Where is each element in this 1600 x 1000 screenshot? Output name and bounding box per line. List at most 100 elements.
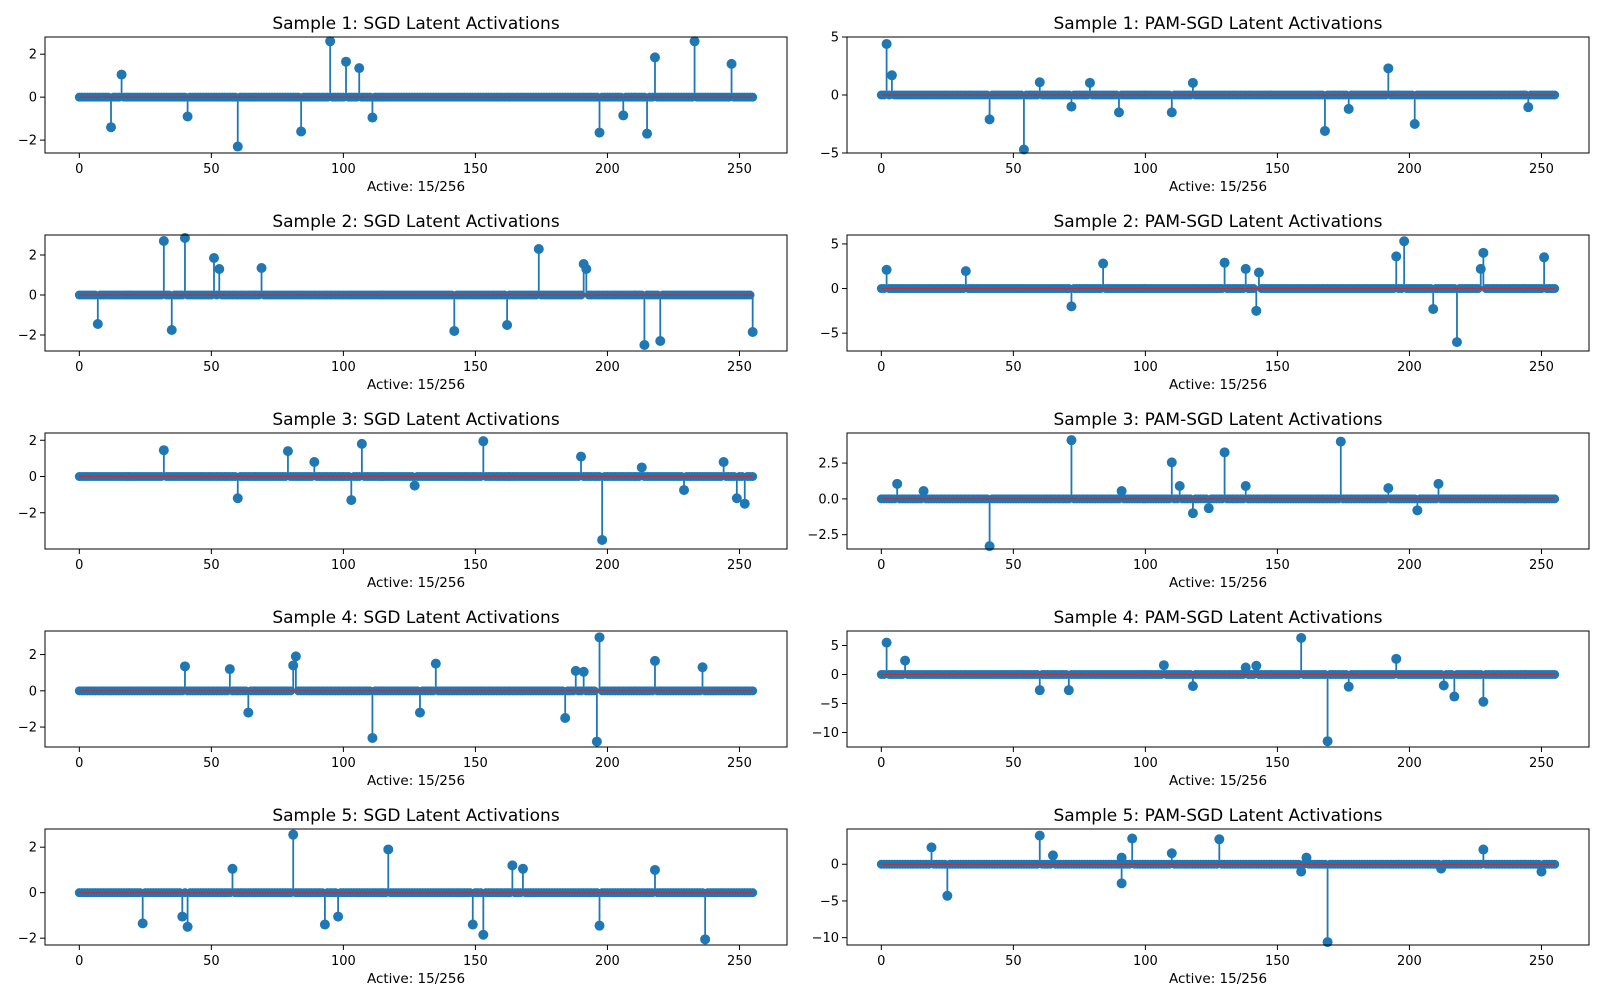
x-axis-label: Active: 15/256 — [367, 377, 465, 393]
stem-marker — [158, 236, 169, 246]
x-tick-label: 100 — [331, 558, 356, 573]
stem-marker — [636, 462, 647, 473]
stem-marker — [1301, 852, 1312, 863]
stem-marker — [1436, 863, 1447, 874]
x-tick-label: 150 — [1265, 162, 1290, 177]
subplot-title: Sample 4: SGD Latent Activations — [272, 608, 560, 628]
stem-marker — [639, 340, 650, 350]
stem-marker — [1240, 263, 1251, 274]
stem-marker — [1047, 850, 1058, 861]
stem-marker — [1219, 257, 1230, 268]
y-tick-label: −2 — [18, 932, 37, 947]
stem-marker — [288, 829, 299, 840]
x-tick-label: 200 — [595, 954, 620, 969]
x-tick-label: 250 — [727, 954, 752, 969]
stem-marker — [367, 732, 378, 743]
x-tick-label: 200 — [1397, 954, 1422, 969]
x-axis-label: Active: 15/256 — [1169, 971, 1267, 987]
stem-marker — [1166, 107, 1177, 118]
x-tick-label: 0 — [75, 558, 83, 573]
y-tick-label: 0.0 — [818, 492, 839, 507]
x-tick-label: 50 — [203, 558, 220, 573]
x-tick-label: 100 — [1133, 558, 1158, 573]
stem-marker — [1438, 680, 1449, 691]
axes-frame — [44, 630, 788, 748]
subplot-3: Sample 2: SGD Latent Activations 0 50 100 15… — [18, 212, 788, 393]
x-axis-label: Active: 15/256 — [367, 179, 465, 195]
stem-marker — [1219, 447, 1230, 458]
stem-marker — [900, 655, 911, 666]
stem-marker — [1018, 144, 1029, 155]
x-tick-label: 50 — [203, 162, 220, 177]
x-tick-label: 250 — [1529, 558, 1554, 573]
subplot-5: Sample 3: SGD Latent Activations 0 50 100 15… — [18, 410, 788, 591]
y-tick-label: 0 — [29, 886, 37, 901]
stem-marker — [886, 70, 897, 81]
subplot-7: Sample 4: SGD Latent Activations 0 50 100 15… — [18, 608, 788, 789]
stem-marker — [478, 436, 489, 447]
y-tick-label: 0 — [29, 289, 37, 304]
stem-marker — [1034, 830, 1045, 841]
y-tick-label: 2 — [29, 249, 37, 264]
stem-marker — [881, 264, 892, 275]
stem-marker — [618, 110, 629, 121]
y-tick-label: 2 — [29, 434, 37, 449]
axes-frame — [846, 234, 1590, 352]
x-tick-label: 250 — [727, 162, 752, 177]
x-tick-label: 150 — [1265, 756, 1290, 771]
x-tick-label: 150 — [463, 558, 488, 573]
stem-marker — [1158, 660, 1169, 671]
stem-marker — [533, 244, 544, 254]
stem-marker — [649, 52, 660, 63]
axes-frame — [846, 828, 1590, 946]
stem-marker — [892, 478, 903, 489]
subplot-title: Sample 1: SGD Latent Activations — [272, 14, 560, 34]
stem-marker — [296, 126, 307, 137]
y-tick-label: 0 — [29, 91, 37, 106]
x-tick-label: 150 — [463, 756, 488, 771]
stem-marker — [1319, 125, 1330, 136]
x-tick-label: 50 — [1005, 360, 1022, 375]
stem-marker — [1203, 503, 1214, 514]
x-tick-label: 50 — [1005, 756, 1022, 771]
stem-marker — [679, 485, 690, 496]
stem-marker — [1536, 866, 1547, 877]
x-tick-label: 150 — [1265, 360, 1290, 375]
x-tick-label: 250 — [1529, 360, 1554, 375]
stem-marker — [747, 327, 758, 337]
stem-marker — [1383, 63, 1394, 74]
stem-marker — [517, 863, 528, 874]
x-tick-label: 100 — [1133, 954, 1158, 969]
subplot-title: Sample 5: SGD Latent Activations — [272, 806, 560, 826]
stem-marker — [1391, 251, 1402, 262]
y-tick-label: 0 — [831, 668, 839, 683]
y-tick-label: 5 — [831, 639, 839, 654]
x-tick-label: 100 — [1133, 162, 1158, 177]
stem-marker — [697, 662, 708, 673]
stem-marker — [881, 38, 892, 49]
stem-marker — [224, 664, 235, 675]
axes-frame — [44, 828, 788, 946]
y-tick-label: −5 — [820, 147, 839, 162]
stem-marker — [649, 655, 660, 666]
stem-marker — [1343, 103, 1354, 114]
x-tick-label: 150 — [463, 162, 488, 177]
y-tick-label: −5 — [820, 894, 839, 909]
stem-marker — [232, 141, 243, 152]
stem-marker — [319, 919, 330, 930]
stem-marker — [1214, 834, 1225, 845]
stem-marker — [92, 319, 103, 329]
subplot-10: Sample 5: PAM-SGD Latent Activations 0 50 1… — [812, 806, 1590, 987]
stem-marker — [1296, 866, 1307, 877]
y-tick-label: 5 — [831, 237, 839, 252]
stem-marker — [597, 534, 608, 545]
stem-marker — [1113, 107, 1124, 118]
subplot-title: Sample 1: PAM-SGD Latent Activations — [1054, 14, 1383, 34]
stem-marker — [227, 863, 238, 874]
stem-marker — [984, 541, 995, 552]
stem-marker — [158, 445, 169, 456]
stem-marker — [1187, 508, 1198, 519]
subplot-title: Sample 2: SGD Latent Activations — [272, 212, 560, 232]
